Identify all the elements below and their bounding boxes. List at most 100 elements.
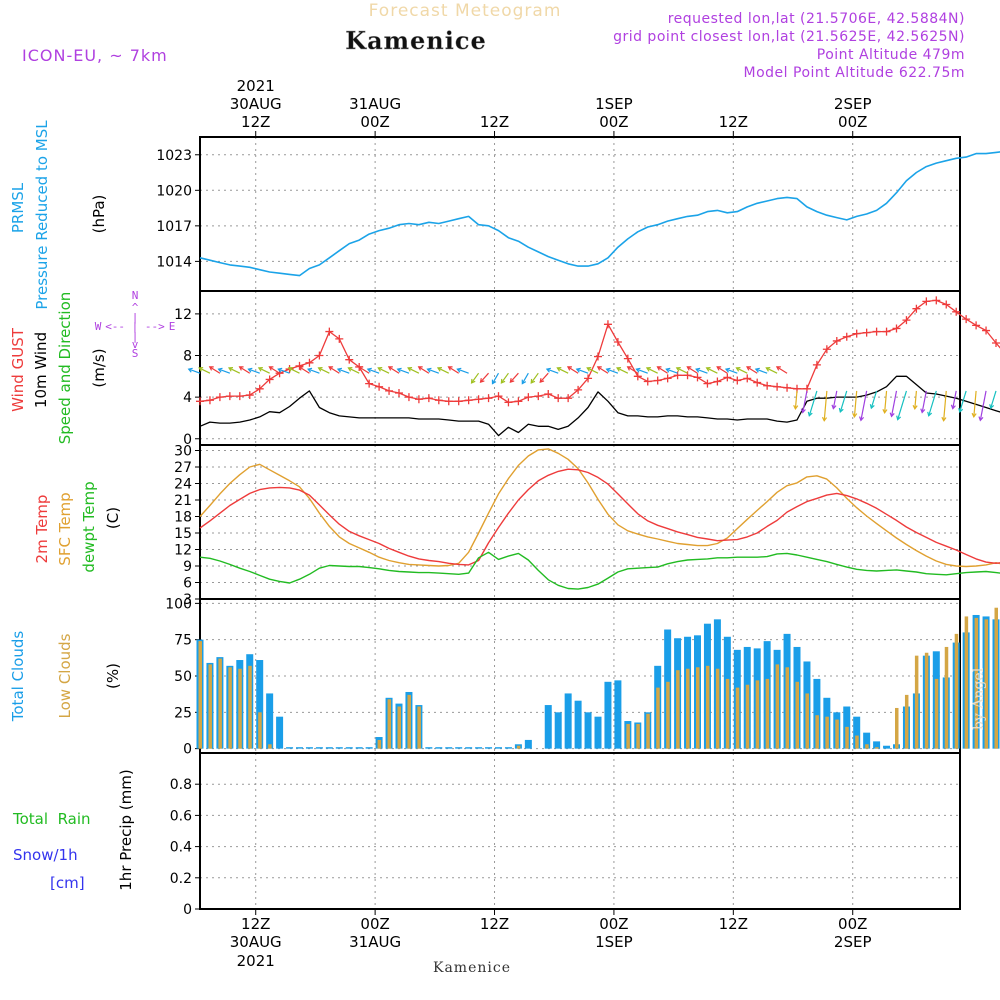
y-tick-label: 18 [174, 510, 192, 526]
bottom-hour-label: 12Z [719, 915, 748, 933]
sfc-temp-line [199, 448, 1000, 568]
y-tick-label: 0.8 [170, 777, 192, 793]
total-cloud-bar [544, 705, 552, 749]
low-cloud-bar [666, 681, 670, 749]
total-cloud-bar [495, 747, 502, 749]
gust-point [763, 381, 772, 390]
gust-point [554, 394, 563, 403]
wind-direction-arrow [636, 368, 648, 374]
wind-direction-arrow [557, 367, 569, 374]
wind-direction-arrow [437, 367, 450, 374]
gust-point [215, 393, 224, 402]
wind-direction-arrow [921, 390, 927, 413]
wind-direction-arrowhead [556, 366, 562, 372]
top-hour-label: 12Z [241, 113, 270, 131]
wind-direction-arrowhead [575, 367, 581, 373]
wind-direction-arrowhead [645, 366, 651, 372]
top-date-label: 30AUG [230, 95, 282, 113]
top-hour-label: 12Z [480, 113, 509, 131]
gust-point [842, 332, 851, 341]
wind-direction-arrowhead [686, 366, 692, 371]
y-tick-label: 9 [183, 559, 192, 575]
wind-direction-arrowhead [754, 367, 760, 373]
gust-point [783, 383, 792, 392]
total-cloud-bar [355, 747, 363, 749]
wind-direction-arrow [646, 367, 658, 374]
wind-direction-arrow [802, 390, 808, 413]
wind-direction-arrow [616, 367, 629, 374]
gust-point [663, 374, 672, 383]
gust-point [703, 379, 712, 388]
y-tick-label: 12 [174, 543, 192, 559]
y-tick-label: 25 [174, 705, 192, 721]
total-cloud-bar [296, 747, 303, 749]
low-cloud-bar [516, 745, 521, 749]
gust-point [743, 374, 752, 383]
wind-direction-arrowhead [377, 366, 383, 372]
wind-direction-arrowhead [417, 366, 423, 371]
gust-point [693, 373, 702, 382]
wind-direction-arrow [725, 368, 738, 374]
bottom-hour-label: 00Z [599, 915, 628, 933]
wind-direction-arrow [746, 366, 758, 374]
wind-direction-arrow [539, 372, 549, 383]
wind-direction-arrow [318, 367, 330, 374]
gust-point [404, 393, 413, 402]
low-cloud-bar [686, 668, 690, 749]
wind-direction-arrowhead [724, 367, 731, 373]
credit-watermark: by Angel [971, 667, 987, 730]
gust-point [902, 316, 911, 325]
total-cloud-bar [445, 747, 453, 749]
gust-point [235, 392, 244, 401]
model-altitude: Model Point Altitude 622.75m [744, 65, 965, 81]
snow-label: Snow/1h [13, 846, 78, 864]
total-cloud-bar [853, 716, 861, 749]
gust-point [912, 304, 921, 313]
wind-speed-line [199, 375, 1000, 437]
low-cloud-bar [626, 723, 630, 749]
wind-direction-arrowhead [479, 378, 485, 383]
compass-n: N [132, 289, 139, 302]
wind-direction-arrowhead [882, 408, 888, 414]
y-tick-label: 24 [174, 477, 192, 493]
gust-point [534, 392, 543, 401]
wind-direction-arrowhead [396, 367, 402, 373]
gust-point [494, 392, 503, 401]
gust-point [832, 336, 841, 345]
y-axis-labels: PRMSL Pressure Reduced to MSL (hPa) Wind GU… [9, 120, 135, 892]
wind-direction-arrow [397, 368, 410, 374]
gust-point [962, 315, 971, 324]
precip-unit-label: 1hr Precip (mm) [117, 769, 135, 890]
top-hour-label: 00Z [360, 113, 389, 131]
wind-direction-arrowhead [317, 366, 323, 372]
wind-direction-arrowhead [530, 378, 536, 384]
low-cloud-bar [825, 716, 829, 749]
wind-direction-arrow [576, 368, 589, 374]
wind-direction-arrow [307, 368, 320, 374]
wind-direction-arrowhead [387, 366, 393, 371]
low-cloud-bar [934, 678, 939, 749]
gust-point [892, 324, 901, 333]
total-cloud-bar [455, 747, 463, 749]
wind-direction-arrowhead [347, 366, 353, 372]
compass-e: E [169, 320, 176, 333]
wind-direction-arrow [418, 366, 430, 374]
temp-2m-line [199, 468, 1000, 566]
bottom-year-label: 2021 [237, 952, 275, 970]
wind-panel: 0 4 8 12 [174, 290, 1000, 448]
wind-direction-arrowhead [793, 404, 799, 410]
y-tick-label: 4 [183, 390, 192, 406]
wind-direction-arrowhead [821, 416, 828, 422]
wind-direction-arrowhead [198, 366, 204, 372]
wind-direction-arrowhead [896, 415, 902, 421]
low-cloud-bar [735, 687, 740, 749]
y-tick-label: 100 [165, 596, 192, 612]
total-cloud-bar [485, 747, 493, 749]
y-tick-label: 15 [174, 526, 192, 542]
wind-direction-arrowhead [950, 404, 956, 410]
total-cloud-bar [604, 681, 612, 749]
low-cloud-bar [984, 619, 989, 749]
